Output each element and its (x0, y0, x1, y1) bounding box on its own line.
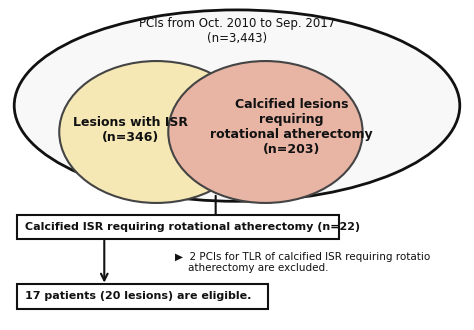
Text: Calcified ISR requiring rotational atherectomy (n=22): Calcified ISR requiring rotational ather… (25, 222, 360, 232)
FancyBboxPatch shape (17, 214, 339, 239)
Ellipse shape (14, 10, 460, 201)
Text: Lesions with ISR
(n=346): Lesions with ISR (n=346) (73, 116, 188, 144)
Text: Calcified lesions
requiring
rotational atherectomy
(n=203): Calcified lesions requiring rotational a… (210, 98, 373, 156)
Ellipse shape (168, 61, 363, 203)
Text: 17 patients (20 lesions) are eligible.: 17 patients (20 lesions) are eligible. (25, 291, 251, 301)
Ellipse shape (59, 61, 254, 203)
FancyBboxPatch shape (17, 284, 268, 309)
Text: PCIs from Oct. 2010 to Sep. 2017
(n=3,443): PCIs from Oct. 2010 to Sep. 2017 (n=3,44… (139, 17, 335, 45)
Text: ▶  2 PCIs for TLR of calcified ISR requiring rotatio
    atherectomy are exclude: ▶ 2 PCIs for TLR of calcified ISR requir… (175, 251, 431, 273)
